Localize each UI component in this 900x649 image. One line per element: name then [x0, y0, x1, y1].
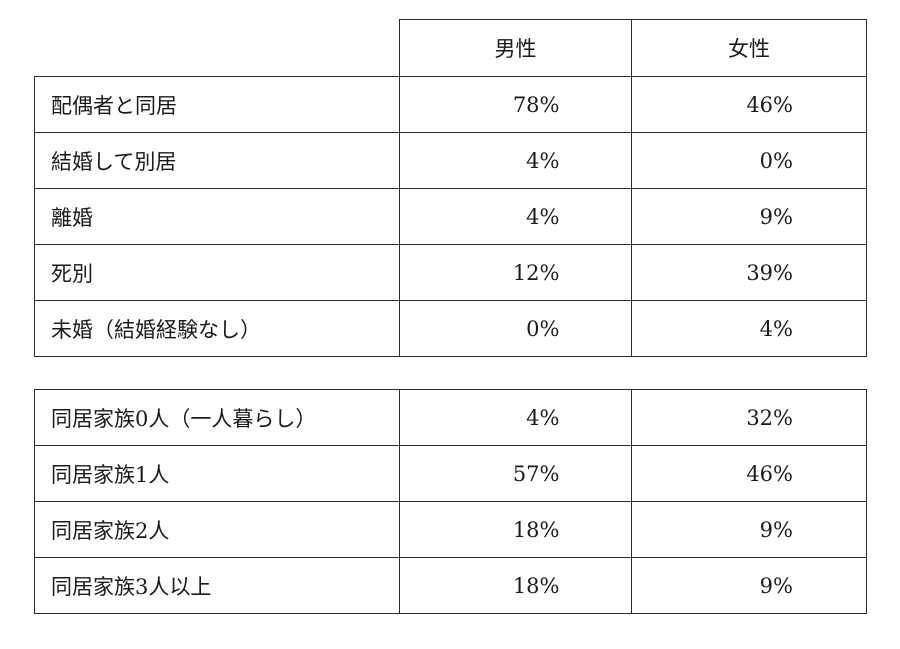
header-female: 女性: [631, 19, 867, 77]
marital-status-table: 男性 女性 配偶者と同居 78% 46% 結婚して別居 4% 0% 離婚 4% …: [34, 19, 867, 357]
male-cell: 12%: [399, 244, 632, 301]
female-cell: 46%: [631, 76, 867, 133]
female-value: 32%: [746, 405, 793, 430]
row-label: 同居家族1人: [34, 445, 400, 502]
female-cell: 32%: [631, 389, 867, 446]
female-value: 9%: [759, 204, 793, 229]
header-blank-cell: [34, 19, 400, 77]
male-value: 57%: [512, 461, 560, 486]
male-cell: 4%: [399, 132, 632, 189]
male-cell: 18%: [399, 557, 632, 614]
row-label: 死別: [34, 244, 400, 301]
row-label: 同居家族2人: [34, 501, 400, 558]
row-label: 同居家族0人（一人暮らし）: [34, 389, 400, 446]
male-value: 18%: [512, 517, 560, 542]
table-row: 同居家族3人以上 18% 9%: [34, 557, 867, 614]
female-value: 39%: [746, 260, 793, 285]
female-cell: 9%: [631, 557, 867, 614]
female-value: 4%: [759, 316, 793, 341]
table-row: 同居家族0人（一人暮らし） 4% 32%: [34, 389, 867, 446]
female-cell: 4%: [631, 300, 867, 357]
female-value: 9%: [759, 517, 793, 542]
male-value: 18%: [512, 573, 560, 598]
male-cell: 78%: [399, 76, 632, 133]
female-value: 46%: [746, 461, 793, 486]
table-row: 死別 12% 39%: [34, 244, 867, 301]
male-cell: 18%: [399, 501, 632, 558]
table-row: 離婚 4% 9%: [34, 188, 867, 245]
row-label: 離婚: [34, 188, 400, 245]
male-value: 12%: [512, 260, 560, 285]
male-cell: 57%: [399, 445, 632, 502]
female-cell: 39%: [631, 244, 867, 301]
row-label: 配偶者と同居: [34, 76, 400, 133]
male-cell: 4%: [399, 389, 632, 446]
household-size-table: 同居家族0人（一人暮らし） 4% 32% 同居家族1人 57% 46% 同居家族…: [34, 389, 867, 614]
male-value: 4%: [526, 405, 560, 430]
female-cell: 46%: [631, 445, 867, 502]
female-cell: 9%: [631, 188, 867, 245]
table-row: 同居家族2人 18% 9%: [34, 501, 867, 558]
female-value: 0%: [759, 148, 793, 173]
female-cell: 9%: [631, 501, 867, 558]
table-row: 結婚して別居 4% 0%: [34, 132, 867, 189]
male-value: 78%: [512, 92, 560, 117]
header-male: 男性: [399, 19, 632, 77]
row-label: 結婚して別居: [34, 132, 400, 189]
female-cell: 0%: [631, 132, 867, 189]
female-value: 46%: [746, 92, 793, 117]
female-value: 9%: [759, 573, 793, 598]
male-cell: 4%: [399, 188, 632, 245]
male-cell: 0%: [399, 300, 632, 357]
table-row: 未婚（結婚経験なし） 0% 4%: [34, 300, 867, 357]
male-value: 0%: [526, 316, 560, 341]
row-label: 同居家族3人以上: [34, 557, 400, 614]
male-value: 4%: [526, 148, 560, 173]
row-label: 未婚（結婚経験なし）: [34, 300, 400, 357]
header-row: 男性 女性: [34, 19, 867, 77]
table-row: 配偶者と同居 78% 46%: [34, 76, 867, 133]
male-value: 4%: [526, 204, 560, 229]
table-row: 同居家族1人 57% 46%: [34, 445, 867, 502]
